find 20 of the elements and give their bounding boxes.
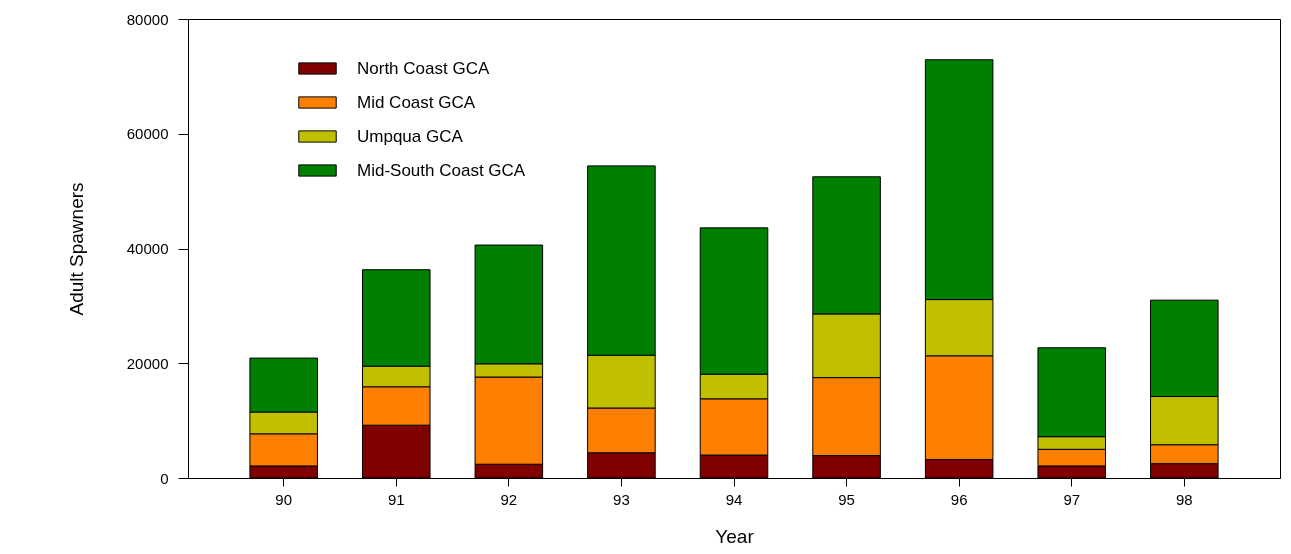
y-axis-title: Adult Spawners <box>65 182 87 316</box>
x-tick-label: 91 <box>387 490 405 508</box>
legend-label: Umpqua GCA <box>357 126 464 146</box>
y-tick-label: 80000 <box>126 10 169 28</box>
x-axis-title: Year <box>715 525 755 547</box>
x-tick-label: 94 <box>725 490 743 508</box>
x-tick-label: 98 <box>1175 490 1193 508</box>
x-tick-label: 92 <box>500 490 518 508</box>
y-tick-label: 0 <box>160 469 169 487</box>
y-tick-label: 40000 <box>126 240 169 257</box>
x-tick-label: 97 <box>1063 490 1081 508</box>
x-tick-label: 95 <box>838 490 855 508</box>
legend-label: Mid Coast GCA <box>357 92 476 112</box>
legend-label: North Coast GCA <box>357 58 490 78</box>
y-tick-label: 20000 <box>126 354 169 372</box>
y-tick-label: 60000 <box>126 125 169 143</box>
x-tick-label: 96 <box>950 490 968 508</box>
x-tick-label: 93 <box>613 490 630 508</box>
legend-label: Mid-South Coast GCA <box>357 160 526 180</box>
x-tick-label: 90 <box>275 490 293 508</box>
